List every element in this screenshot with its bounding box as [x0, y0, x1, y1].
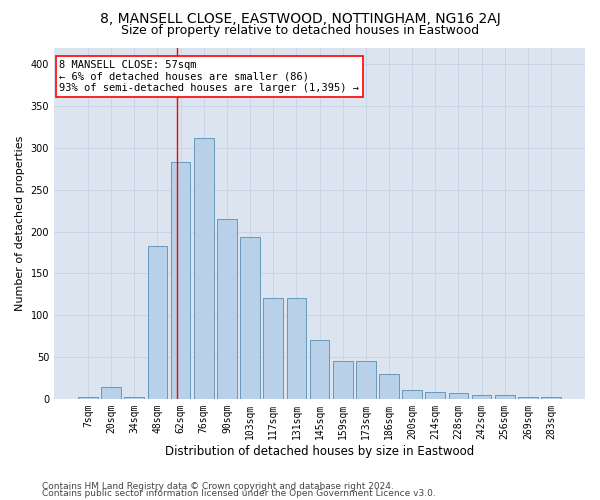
Bar — [194, 138, 214, 399]
Bar — [449, 393, 468, 399]
Bar — [518, 397, 538, 399]
Bar — [379, 374, 399, 399]
Bar — [217, 219, 237, 399]
Text: 8 MANSELL CLOSE: 57sqm
← 6% of detached houses are smaller (86)
93% of semi-deta: 8 MANSELL CLOSE: 57sqm ← 6% of detached … — [59, 60, 359, 93]
Bar — [472, 394, 491, 399]
X-axis label: Distribution of detached houses by size in Eastwood: Distribution of detached houses by size … — [165, 444, 474, 458]
Bar — [263, 298, 283, 399]
Text: Size of property relative to detached houses in Eastwood: Size of property relative to detached ho… — [121, 24, 479, 37]
Bar — [541, 397, 561, 399]
Bar — [124, 397, 144, 399]
Bar — [78, 397, 98, 399]
Text: Contains public sector information licensed under the Open Government Licence v3: Contains public sector information licen… — [42, 490, 436, 498]
Bar — [287, 298, 306, 399]
Bar — [356, 361, 376, 399]
Bar — [333, 361, 353, 399]
Bar — [148, 246, 167, 399]
Y-axis label: Number of detached properties: Number of detached properties — [15, 136, 25, 311]
Bar — [425, 392, 445, 399]
Bar — [171, 162, 190, 399]
Bar — [101, 387, 121, 399]
Text: 8, MANSELL CLOSE, EASTWOOD, NOTTINGHAM, NG16 2AJ: 8, MANSELL CLOSE, EASTWOOD, NOTTINGHAM, … — [100, 12, 500, 26]
Bar — [310, 340, 329, 399]
Bar — [495, 394, 515, 399]
Bar — [240, 238, 260, 399]
Bar — [402, 390, 422, 399]
Text: Contains HM Land Registry data © Crown copyright and database right 2024.: Contains HM Land Registry data © Crown c… — [42, 482, 394, 491]
